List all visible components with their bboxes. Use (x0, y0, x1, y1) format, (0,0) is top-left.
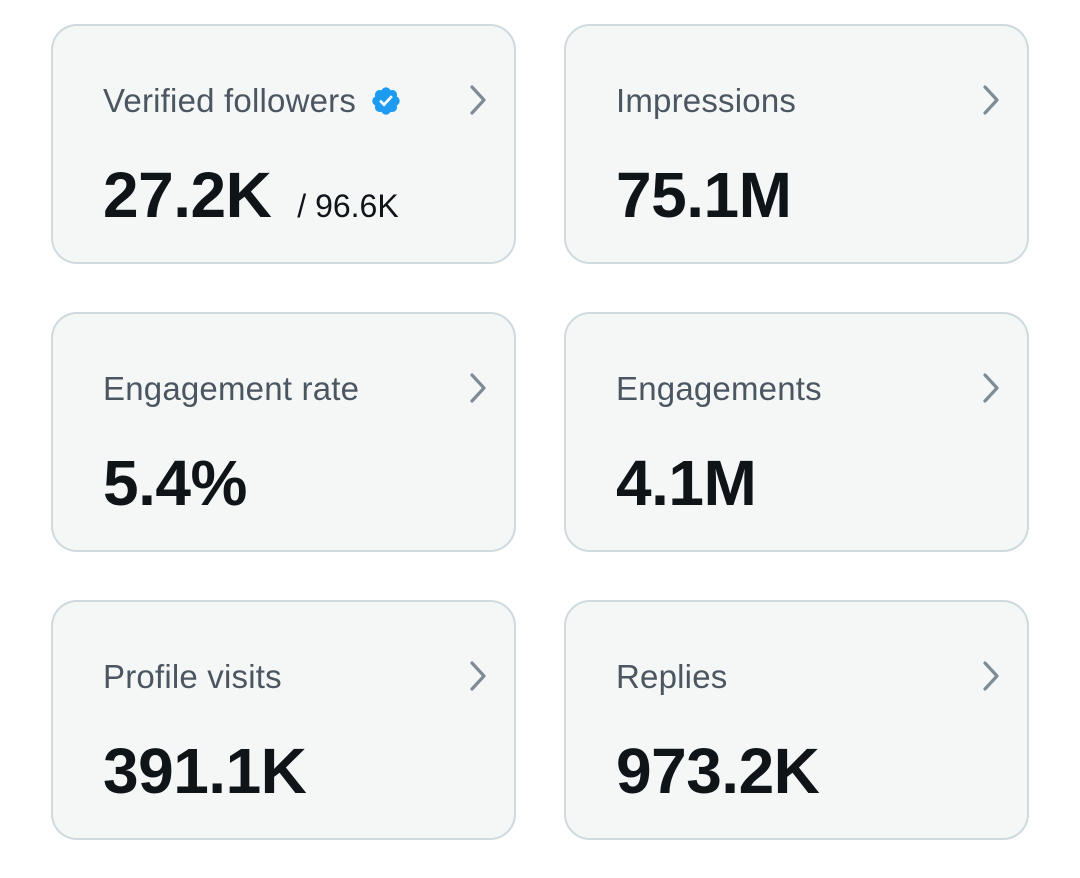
card-title: Replies (616, 658, 728, 695)
card-replies[interactable]: Replies 973.2K (564, 600, 1029, 840)
value-row: 75.1M (616, 158, 792, 232)
card-title: Engagement rate (103, 370, 360, 407)
card-subvalue: / 96.6K (297, 188, 399, 224)
card-engagements[interactable]: Engagements 4.1M (564, 312, 1029, 552)
card-title-container: Engagements (616, 370, 822, 408)
value-row: 4.1M (616, 446, 757, 520)
card-title-container: Impressions (616, 82, 796, 120)
card-title: Impressions (616, 82, 797, 119)
card-profile-visits[interactable]: Profile visits 391.1K (51, 600, 516, 840)
chevron-right-icon[interactable] (464, 370, 492, 406)
chevron-right-icon[interactable] (977, 658, 1005, 694)
card-value: 973.2K (616, 735, 820, 807)
card-title-container: Engagement rate (103, 370, 359, 408)
card-value: 5.4% (103, 447, 247, 519)
card-value: 4.1M (616, 447, 757, 519)
card-impressions[interactable]: Impressions 75.1M (564, 24, 1029, 264)
card-title-container: Replies (616, 658, 727, 696)
card-value: 75.1M (616, 159, 792, 231)
chevron-right-icon[interactable] (464, 82, 492, 118)
verified-badge-icon (370, 85, 402, 117)
card-title-container: Verified followers (103, 82, 402, 120)
value-row: 5.4% (103, 446, 247, 520)
card-verified-followers[interactable]: Verified followers 27.2K / 96.6K (51, 24, 516, 264)
card-title: Verified followers (103, 82, 357, 119)
value-row: 27.2K / 96.6K (103, 158, 399, 232)
value-row: 391.1K (103, 734, 307, 808)
chevron-right-icon[interactable] (977, 82, 1005, 118)
metrics-grid: Verified followers 27.2K / 96.6K Impress… (51, 24, 1029, 840)
card-title: Engagements (616, 370, 822, 407)
card-value: 391.1K (103, 735, 307, 807)
card-title-container: Profile visits (103, 658, 282, 696)
card-value: 27.2K (103, 159, 272, 231)
card-title: Profile visits (103, 658, 282, 695)
chevron-right-icon[interactable] (464, 658, 492, 694)
chevron-right-icon[interactable] (977, 370, 1005, 406)
card-engagement-rate[interactable]: Engagement rate 5.4% (51, 312, 516, 552)
value-row: 973.2K (616, 734, 820, 808)
